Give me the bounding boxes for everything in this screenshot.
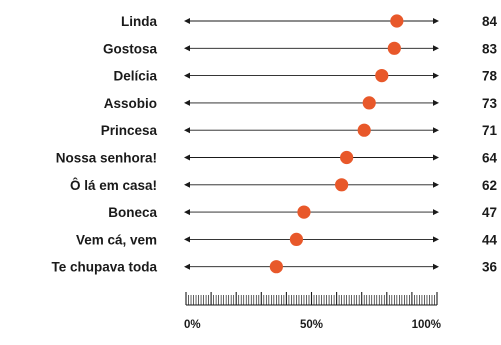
- value-label: 64: [482, 151, 498, 166]
- chart-row: Linda 84: [121, 14, 497, 29]
- row-arrow-left: [184, 209, 190, 216]
- x-axis-ruler: 0% 50% 100%: [184, 292, 441, 331]
- x-tick-label: 100%: [412, 319, 441, 331]
- row-arrow-right: [433, 154, 439, 161]
- chart-row: Nossa senhora! 64: [56, 151, 498, 166]
- row-arrow-left: [184, 72, 190, 79]
- chart-row: Assobio 73: [104, 96, 498, 111]
- data-dot: [375, 69, 389, 83]
- category-label: Assobio: [104, 96, 157, 111]
- data-dot: [297, 205, 311, 219]
- row-arrow-right: [433, 72, 439, 79]
- value-label: 62: [482, 178, 497, 193]
- value-label: 83: [482, 41, 498, 56]
- x-tick-label: 0%: [184, 319, 201, 331]
- row-arrow-right: [433, 209, 439, 216]
- category-label: Gostosa: [103, 41, 158, 56]
- data-dot: [340, 150, 354, 165]
- value-label: 73: [482, 96, 498, 111]
- category-label: Nossa senhora!: [56, 151, 157, 166]
- category-label: Linda: [121, 14, 157, 29]
- category-label: Delícia: [113, 69, 157, 84]
- row-arrow-right: [433, 99, 439, 106]
- data-dot: [390, 14, 404, 28]
- value-label: 71: [482, 123, 498, 138]
- chart-row: Vem cá, vem 44: [76, 232, 498, 247]
- value-label: 44: [482, 232, 498, 247]
- category-label: Boneca: [108, 205, 157, 220]
- value-label: 84: [482, 14, 498, 29]
- row-arrow-right: [433, 45, 439, 52]
- category-label: Ô lá em casa!: [70, 178, 157, 193]
- data-dot: [362, 96, 376, 110]
- row-arrow-left: [184, 127, 190, 134]
- category-label: Princesa: [101, 123, 158, 138]
- chart-row: Princesa 71: [101, 123, 498, 138]
- row-arrow-left: [184, 99, 190, 106]
- chart-rows: Linda 84 Gostosa 83 Delícia 78 Assobio 73 Prince…: [51, 14, 497, 275]
- row-arrow-left: [184, 236, 190, 243]
- data-dot: [289, 232, 304, 246]
- value-label: 78: [482, 69, 498, 84]
- chart-row: Ô lá em casa! 62: [70, 178, 497, 193]
- row-arrow-left: [184, 263, 190, 270]
- chart-row: Te chupava toda 36: [51, 260, 497, 275]
- row-arrow-right: [433, 236, 439, 243]
- category-label: Vem cá, vem: [76, 232, 157, 247]
- data-dot: [335, 178, 349, 192]
- row-arrow-right: [433, 18, 439, 24]
- row-arrow-left: [184, 181, 190, 188]
- row-arrow-left: [184, 45, 190, 52]
- data-dot: [387, 41, 401, 55]
- x-tick-label: 50%: [300, 319, 323, 331]
- category-label: Te chupava toda: [51, 260, 157, 275]
- row-arrow-right: [433, 263, 439, 270]
- chart-row: Gostosa 83: [103, 41, 497, 56]
- data-dot: [357, 123, 371, 137]
- chart-row: Boneca 47: [108, 205, 497, 220]
- value-label: 36: [482, 260, 498, 275]
- chart-row: Delícia 78: [113, 69, 497, 84]
- row-arrow-right: [433, 127, 439, 134]
- row-arrow-right: [433, 181, 439, 188]
- row-arrow-left: [184, 154, 190, 161]
- row-arrow-left: [184, 18, 190, 24]
- data-dot: [269, 260, 283, 274]
- value-label: 47: [482, 205, 497, 220]
